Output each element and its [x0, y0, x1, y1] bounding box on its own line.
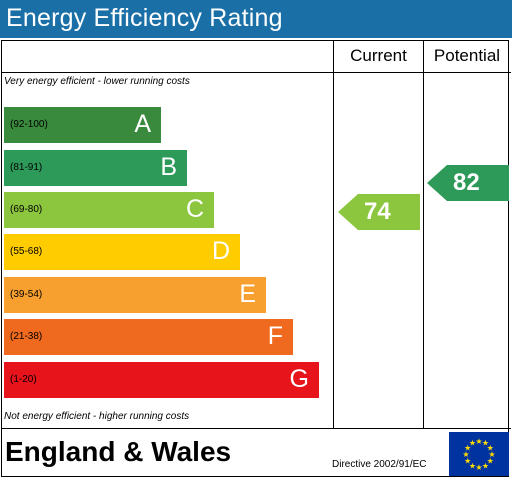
potential-arrow-shape	[427, 165, 509, 201]
eu-star-icon: ★	[488, 450, 495, 459]
band-g: (1-20) G	[4, 362, 319, 398]
band-range: (21-38)	[10, 331, 43, 342]
rating-frame	[1, 40, 509, 477]
band-range: (81-91)	[10, 162, 43, 173]
band-range: (55-68)	[10, 246, 43, 257]
band-range: (1-20)	[10, 374, 37, 385]
inefficient-note: Not energy efficient - higher running co…	[4, 411, 190, 422]
current-column-divider	[333, 40, 334, 429]
eu-star-icon: ★	[475, 463, 482, 472]
potential-column-divider	[423, 40, 424, 429]
eu-star-icon: ★	[469, 439, 476, 448]
band-letter: F	[267, 322, 283, 350]
band-e: (39-54) E	[4, 277, 266, 313]
current-column-header: Current	[350, 46, 407, 65]
band-d: (55-68) D	[4, 234, 240, 270]
band-letter: E	[239, 280, 256, 308]
band-range: (39-54)	[10, 289, 43, 300]
region-label: England & Wales	[5, 436, 232, 467]
band-a: (92-100) A	[4, 107, 161, 143]
band-letter: A	[134, 110, 151, 138]
band-f: (21-38) F	[4, 319, 293, 355]
potential-rating-value: 82	[453, 169, 480, 196]
eu-flag-icon: ★ ★ ★ ★ ★ ★ ★ ★ ★ ★ ★ ★	[449, 432, 509, 476]
band-range: (69-80)	[10, 204, 43, 215]
band-b: (81-91) B	[4, 150, 187, 186]
eu-star-icon: ★	[487, 457, 494, 466]
band-letter: D	[211, 237, 230, 265]
eu-star-icon: ★	[487, 444, 494, 453]
potential-rating-arrow: 82	[427, 165, 509, 201]
title-bar: Energy Efficiency Rating	[0, 0, 512, 38]
efficient-note: Very energy efficient - lower running co…	[4, 76, 190, 87]
current-arrow-shape	[338, 194, 420, 230]
band-letter: C	[185, 195, 204, 223]
eu-stars: ★ ★★★★★★★★★★★	[462, 437, 495, 472]
band-letter: B	[160, 153, 177, 181]
eu-star-icon: ★	[482, 439, 489, 448]
band-range: (92-100)	[10, 119, 48, 130]
eu-star-icon: ★	[462, 450, 469, 459]
current-rating-arrow: 74	[338, 194, 420, 230]
page-title: Energy Efficiency Rating	[6, 4, 283, 32]
eu-star-icon: ★	[469, 461, 476, 470]
directive-label: Directive 2002/91/EC	[332, 459, 427, 470]
current-rating-value: 74	[364, 198, 391, 225]
band-c: (69-80) C	[4, 192, 214, 228]
band-letter: G	[289, 365, 309, 393]
eu-star-icon: ★	[464, 457, 471, 466]
eu-star-icon: ★	[475, 437, 482, 446]
footer-divider	[1, 428, 511, 429]
potential-column-header: Potential	[433, 46, 501, 65]
eu-star-icon: ★	[464, 444, 471, 453]
header-divider	[1, 72, 511, 73]
eu-star-icon: ★	[482, 461, 489, 470]
